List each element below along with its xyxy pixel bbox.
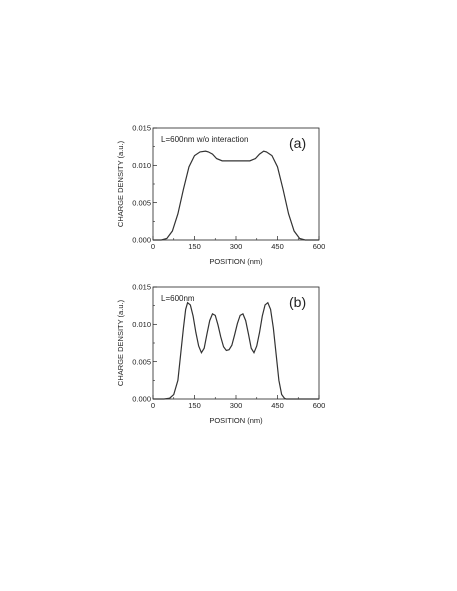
x-tick-label: 150 [188, 401, 201, 410]
panel-annotation: L=600nm w/o interaction [161, 135, 248, 144]
y-tick-label: 0.005 [132, 198, 151, 207]
panel-label: (a) [289, 135, 306, 151]
y-tick-label: 0.010 [132, 320, 151, 329]
x-tick-label: 450 [271, 401, 284, 410]
y-tick-label: 0.005 [132, 357, 151, 366]
panel-a: 0 150 300 450 600 0.000 0.005 0.010 0.015 L=600n… [116, 124, 325, 266]
panel-annotation: L=600nm [161, 294, 195, 303]
y-axis-title: CHARGE DENSITY (a.u.) [116, 299, 125, 386]
x-tick-label: 300 [230, 401, 243, 410]
x-tick-label: 600 [313, 242, 326, 251]
panel-label: (b) [289, 294, 306, 310]
y-tick-label: 0.000 [132, 395, 151, 404]
x-tick-label: 150 [188, 242, 201, 251]
axis-ticks: 0 150 300 450 600 0.000 0.005 0.010 0.015 [132, 283, 325, 410]
x-tick-label: 450 [271, 242, 284, 251]
charge-density-curve [153, 150, 319, 241]
x-tick-label: 600 [313, 401, 326, 410]
x-axis-title: POSITION (nm) [209, 416, 263, 425]
y-tick-label: 0.010 [132, 161, 151, 170]
x-axis-title: POSITION (nm) [209, 257, 263, 266]
x-tick-label: 0 [151, 242, 155, 251]
panel-b: 0 150 300 450 600 0.000 0.005 0.010 0.015 L=600n… [116, 283, 325, 425]
y-tick-label: 0.000 [132, 236, 151, 245]
y-tick-label: 0.015 [132, 124, 151, 133]
charge-density-curve [153, 301, 319, 400]
y-tick-label: 0.015 [132, 283, 151, 292]
x-tick-label: 0 [151, 401, 155, 410]
x-tick-label: 300 [230, 242, 243, 251]
y-axis-title: CHARGE DENSITY (a.u.) [116, 140, 125, 227]
